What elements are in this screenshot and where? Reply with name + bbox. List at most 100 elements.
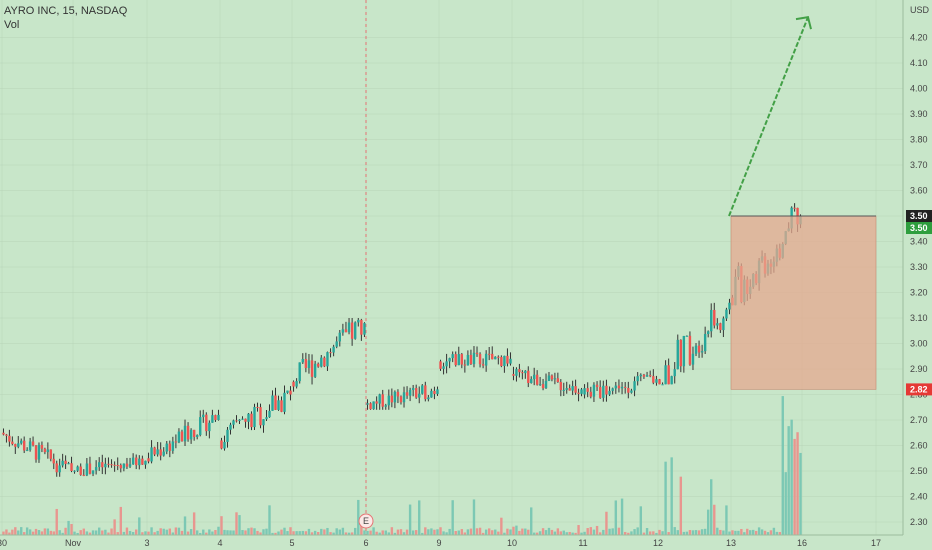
earnings-marker[interactable]: E — [358, 513, 374, 529]
candle-body — [189, 429, 193, 440]
volume-bar — [387, 532, 391, 535]
volume-bar — [691, 530, 695, 535]
candle-body — [491, 353, 494, 360]
volume-bar — [180, 530, 184, 535]
candle-body — [5, 434, 8, 436]
price-tick-label: 2.90 — [910, 364, 928, 374]
candle-body — [532, 374, 536, 380]
volume-bar — [350, 532, 354, 535]
volume-bar — [784, 472, 787, 535]
volume-bar — [304, 531, 308, 535]
volume-bar — [463, 532, 467, 535]
volume-bar — [295, 531, 298, 535]
volume-bar — [375, 531, 378, 535]
price-axis[interactable]: USD 4.20 4.10 4.00 3.90 3.80 3.70 3.60 3.50 3.40 3… — [902, 0, 932, 550]
volume-bar — [34, 528, 38, 535]
volume-bar — [737, 530, 740, 535]
volume-bar — [636, 527, 639, 535]
volume-bar — [292, 531, 295, 535]
volume-bar — [436, 529, 439, 535]
candle-body — [633, 381, 636, 391]
time-tick-label: 5 — [289, 538, 294, 548]
volume-bar — [793, 438, 796, 535]
volume-bar — [524, 528, 527, 535]
volume-bar — [135, 529, 138, 535]
candle-body — [550, 375, 554, 380]
candle-body — [408, 389, 412, 396]
volume-bar — [85, 531, 89, 535]
time-tick-label: 6 — [363, 538, 368, 548]
candle-body — [125, 463, 129, 467]
candle-body — [694, 345, 698, 354]
volume-bar — [688, 530, 692, 535]
volume-bar — [107, 532, 110, 535]
volume-bar — [384, 530, 387, 535]
candle-body — [241, 418, 244, 420]
candle-body — [439, 361, 442, 369]
volume-bar — [25, 527, 29, 535]
volume-bar — [277, 531, 280, 535]
volume-bar — [144, 531, 147, 535]
candle-body — [384, 405, 387, 407]
candle-body — [171, 441, 175, 451]
volume-bar — [535, 532, 539, 535]
volume-bar — [550, 529, 554, 535]
volume-bar — [734, 530, 737, 535]
time-tick-label: 12 — [653, 538, 663, 548]
candle-body — [378, 394, 381, 404]
volume-bar — [76, 532, 79, 535]
volume-bar — [491, 530, 494, 535]
volume-bar — [530, 507, 533, 535]
volume-bar — [265, 528, 268, 535]
candle-body — [280, 400, 283, 412]
candle-body — [192, 429, 196, 437]
volume-bar — [262, 529, 265, 535]
candle-body — [195, 435, 199, 437]
candle-body — [627, 387, 630, 393]
candle-body — [116, 465, 119, 467]
volume-bar — [427, 529, 430, 535]
candle-body — [487, 353, 491, 355]
volume-bar — [608, 528, 611, 535]
price-tick-label: 2.40 — [910, 492, 928, 502]
volume-bar — [583, 531, 586, 535]
volume-bar — [199, 532, 202, 535]
volume-bar — [405, 529, 409, 535]
volume-bar — [46, 528, 50, 535]
time-axis[interactable]: 30 Nov 3 4 5 6 9 10 11 12 13 16 17 — [0, 534, 932, 550]
volume-bar — [122, 531, 126, 535]
price-tick-label: 2.50 — [910, 466, 928, 476]
volume-bar — [766, 532, 770, 535]
candle-body — [14, 444, 17, 447]
stop-zone[interactable] — [730, 215, 877, 390]
volume-bar — [131, 532, 135, 535]
volume-bar — [757, 527, 761, 535]
candle-body — [107, 463, 110, 465]
candle-body — [244, 418, 247, 422]
trend-arrow[interactable] — [728, 16, 809, 217]
volume-bar — [271, 532, 274, 535]
volume-bar — [541, 528, 545, 535]
candle-body — [147, 458, 150, 462]
candle-body — [427, 397, 430, 400]
volume-bar — [642, 532, 646, 535]
candle-body — [268, 410, 271, 418]
volume-bar — [147, 531, 150, 535]
volume-bar — [289, 527, 292, 535]
candle-body — [208, 422, 211, 432]
volume-bar — [627, 532, 630, 535]
candle-body — [448, 358, 451, 362]
time-tick-label: 4 — [217, 538, 222, 548]
volume-bar — [439, 527, 442, 535]
volume-bar — [580, 532, 583, 535]
candle-body — [530, 379, 533, 383]
volume-bar — [442, 531, 445, 535]
volume-bar — [725, 505, 728, 535]
volume-bar — [55, 508, 58, 535]
candle-body — [691, 353, 695, 365]
price-tag-entry: 3.50 — [906, 222, 932, 234]
candle-body — [286, 390, 289, 393]
volume-bar — [685, 531, 689, 535]
candle-body — [79, 466, 82, 475]
